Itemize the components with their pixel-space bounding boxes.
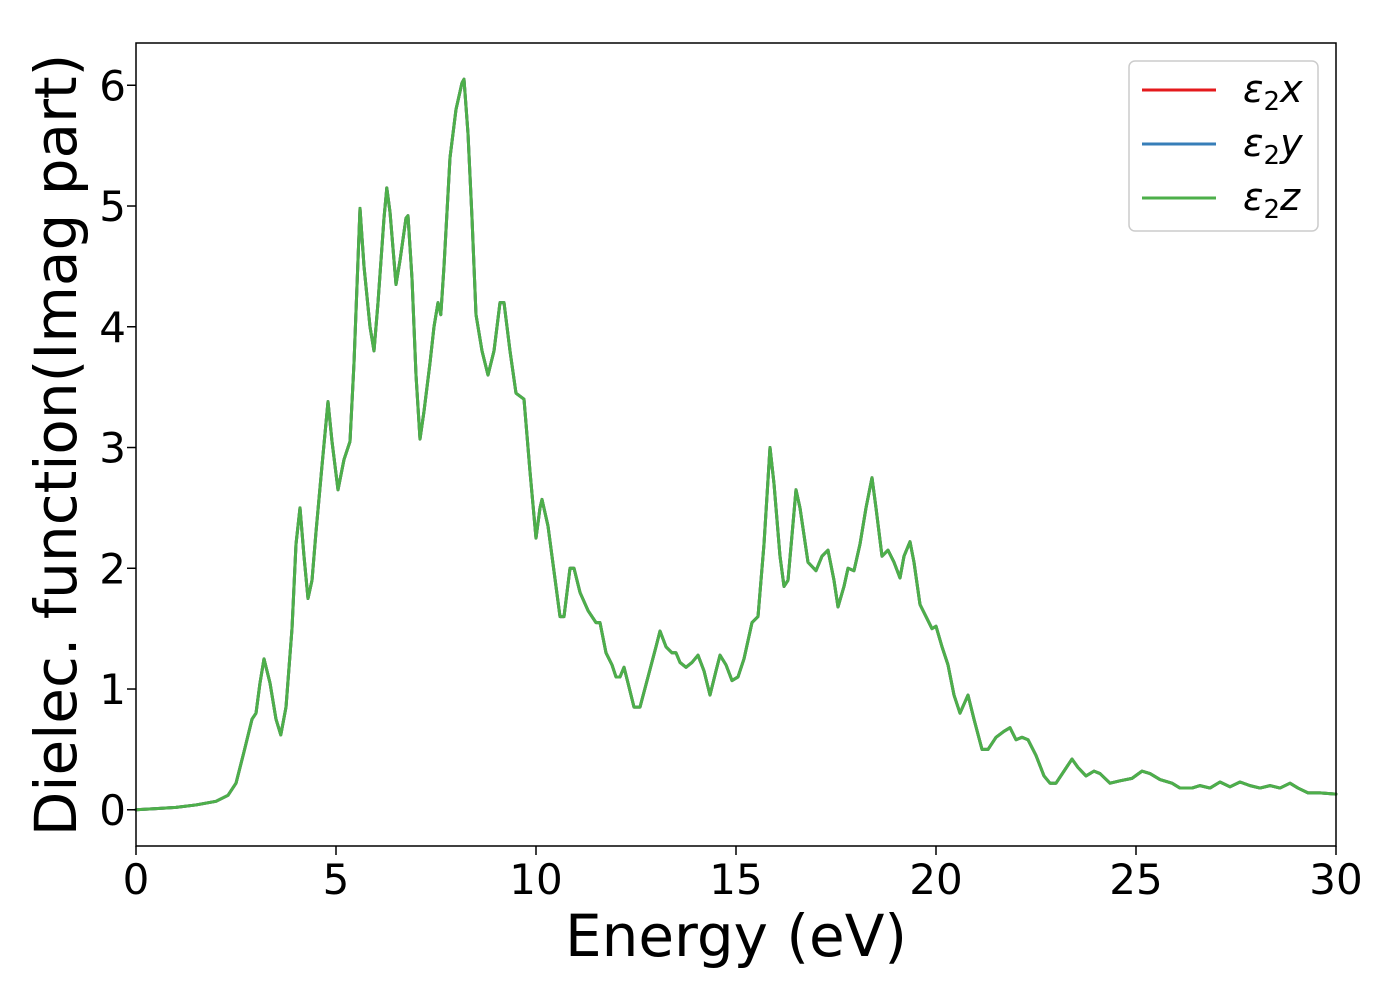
x-axis-ticks: 0 5 10 15 20 25 30 xyxy=(123,846,1363,904)
x-tick-label: 15 xyxy=(709,855,762,904)
legend-box xyxy=(1128,60,1319,232)
x-tick-label: 10 xyxy=(509,855,562,904)
series-line-z xyxy=(134,77,1338,812)
y-tick-label: 1 xyxy=(99,665,126,714)
y-tick-label: 2 xyxy=(99,544,126,593)
x-tick-label: 20 xyxy=(909,855,962,904)
x-tick-label: 5 xyxy=(323,855,350,904)
y-tick-label: 5 xyxy=(99,182,126,231)
x-tick-label: 25 xyxy=(1109,855,1162,904)
x-tick-label: 0 xyxy=(123,855,150,904)
y-tick-label: 0 xyxy=(99,786,126,835)
y-tick-label: 4 xyxy=(99,303,126,352)
legend-label-z: ε2z xyxy=(1243,175,1301,225)
legend-label-x: ε2x xyxy=(1243,67,1303,117)
plot-frame xyxy=(135,42,1337,847)
series-layer xyxy=(134,77,1338,812)
y-axis-title: Dielec. function(Imag part) xyxy=(22,54,90,837)
y-axis-ticks: 0 1 2 3 4 5 6 xyxy=(99,61,136,835)
legend-label-y: ε2y xyxy=(1243,121,1303,171)
x-axis-title: Energy (eV) xyxy=(565,902,907,970)
x-tick-label: 30 xyxy=(1309,855,1362,904)
y-tick-label: 6 xyxy=(99,61,126,110)
y-tick-label: 3 xyxy=(99,424,126,473)
